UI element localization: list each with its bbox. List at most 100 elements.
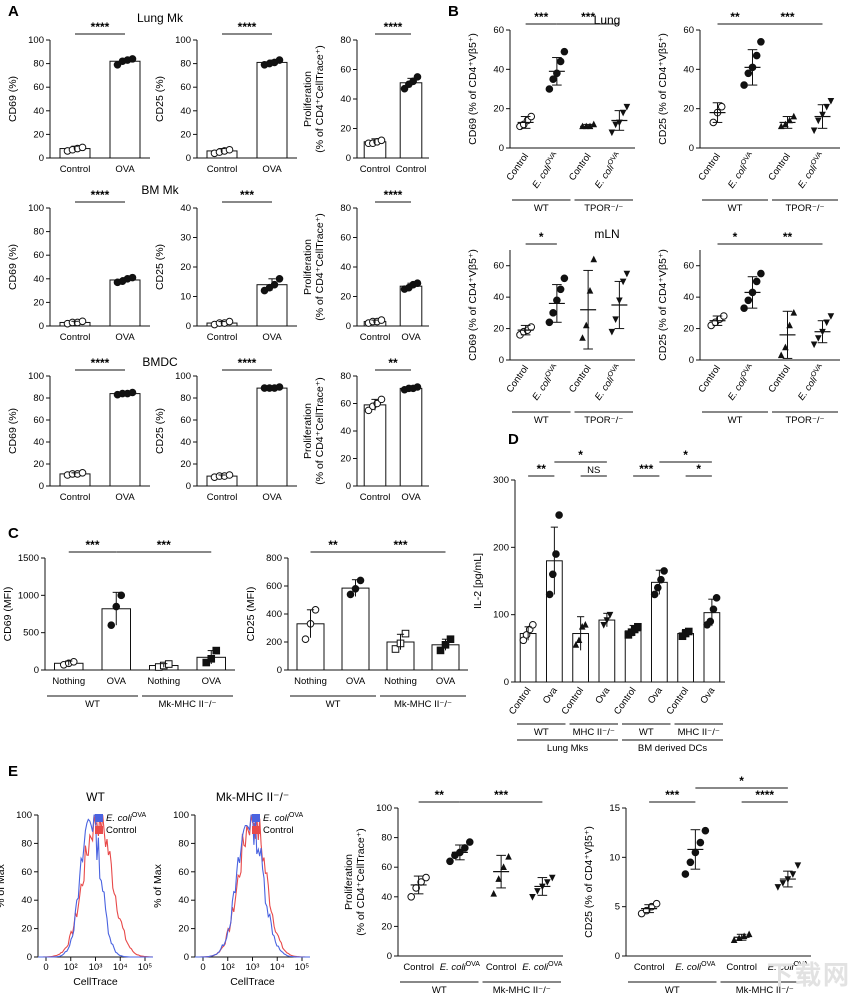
chart-a4: 0 20 40 60 80 100 CD69 (%) Control OVA **** <box>7 188 150 343</box>
data-point <box>128 388 137 397</box>
tick-label-italic: E. coli <box>768 962 795 973</box>
data-point <box>275 383 284 391</box>
data-point <box>556 285 565 294</box>
tick-label-sup: OVA <box>740 151 754 167</box>
sig-label: *** <box>240 188 254 202</box>
legend-swatch <box>95 814 103 822</box>
group-label: TPOR⁻/⁻ <box>785 203 824 214</box>
y-axis-label: CD69 (%) <box>7 408 19 454</box>
y-tick-label: 0 <box>346 481 351 492</box>
chart-c1: 0 500 1000 1500 CD69 (MFI) Nothing OVA Nothing O… <box>2 538 235 710</box>
y-axis-label: CD69 (% of CD4⁺Vβ5⁺) <box>467 249 479 361</box>
x-tick-label: Nothing <box>147 676 180 687</box>
y-axis-label-line: Proliferation <box>302 403 314 459</box>
tick-label-italic: E. coli <box>530 162 554 190</box>
x-tick-label: Ova <box>646 685 665 706</box>
data-point <box>128 55 137 63</box>
data-point <box>556 57 565 66</box>
data-point <box>652 899 661 908</box>
y-axis-label-line: CD25 (% of CD4⁺Vβ5⁺) <box>583 826 595 938</box>
x-tick-label: Control <box>360 164 391 175</box>
x-tick-label: OVA <box>262 164 282 175</box>
y-tick-label: 20 <box>180 129 191 140</box>
y-axis-label-line: Proliferation <box>302 71 314 127</box>
y-axis-label: % of Max <box>152 863 164 908</box>
tick-label-italic: E. coli <box>263 813 290 824</box>
legend-label: E. coliOVA <box>106 812 146 824</box>
y-axis-label-line: (% of CD4⁺CellTrace⁺) <box>355 828 367 936</box>
data-point <box>657 575 665 584</box>
sig-label: *** <box>581 10 595 24</box>
y-tick-label: 0 <box>387 951 392 962</box>
y-tick-label: 100 <box>175 35 191 46</box>
y-tick-label: 20 <box>33 297 44 308</box>
tick-label-sup: OVA <box>289 812 304 819</box>
section-title-bmdc: BMDC <box>142 355 178 369</box>
y-tick-label: 20 <box>683 324 694 335</box>
y-tick-label: 60 <box>178 867 189 878</box>
x-tick-label: 10⁵ <box>138 962 153 973</box>
section-title-lung-mk: Lung Mk <box>137 11 184 25</box>
data-point <box>709 605 718 614</box>
data-point <box>608 328 616 336</box>
x-tick-label: 10⁵ <box>295 962 310 973</box>
x-tick-label: E. coliOVA <box>725 151 758 191</box>
data-point <box>461 844 469 852</box>
section-title-bm-mk: BM Mk <box>141 183 179 197</box>
sig-label: **** <box>91 20 110 34</box>
y-axis-label-line: Proliferation <box>302 239 314 295</box>
bar <box>399 387 423 487</box>
y-tick-label: 80 <box>340 203 351 214</box>
data-point <box>752 51 761 60</box>
data-point <box>377 395 386 404</box>
data-point <box>548 874 556 882</box>
chart-e2: 0 20 40 60 80 100 % of Max 0 10² 10³ 10⁴ 10⁵ CellTra… <box>152 790 310 988</box>
y-tick-label: 0 <box>186 321 191 332</box>
y-axis-label-line: CD69 (MFI) <box>2 587 14 642</box>
x-tick-label: Nothing <box>384 676 417 687</box>
x-tick-label: Control <box>207 332 238 343</box>
y-axis-label: Proliferation (% of CD4⁺CellTrace⁺) <box>343 828 367 936</box>
group-label: Mk-MHC II⁻/⁻ <box>158 699 216 710</box>
x-tick-label: E. coliOVA <box>592 363 625 403</box>
chart-a7: 0 20 40 60 80 100 CD69 (%) Control OVA **** <box>7 356 150 503</box>
data-point <box>744 296 753 305</box>
y-axis-label-line: CD69 (%) <box>7 408 19 454</box>
x-tick-label: Control <box>207 492 238 503</box>
y-axis-label-line: (% of CD4⁺CellTrace⁺) <box>314 213 326 321</box>
bar <box>677 633 694 683</box>
x-tick-label: Control <box>665 685 692 716</box>
data-point <box>717 102 726 111</box>
panel-label-c: C <box>8 525 19 542</box>
tick-label-sup: OVA <box>548 961 563 968</box>
data-point <box>555 511 563 519</box>
data-point <box>757 38 765 46</box>
y-axis-label: Proliferation (% of CD4⁺CellTrace⁺) <box>302 377 326 485</box>
data-point <box>527 323 536 331</box>
y-axis-label-line: CD69 (%) <box>7 76 19 122</box>
y-tick-label: 20 <box>340 454 351 465</box>
tick-label-italic: E. coli <box>522 962 549 973</box>
data-point <box>634 622 642 631</box>
y-tick-label: 20 <box>381 921 392 932</box>
y-tick-label: 10 <box>609 852 620 863</box>
data-point <box>346 590 355 599</box>
group-label: WT <box>639 727 654 738</box>
y-tick-label: 60 <box>683 261 694 272</box>
y-tick-label: 0 <box>186 481 191 492</box>
data-point <box>69 657 78 666</box>
data-point <box>545 318 554 327</box>
y-tick-label: 60 <box>21 867 32 878</box>
chart-e1: 0 20 40 60 80 100 % of Max 0 10² 10³ 10⁴ 10⁵ CellTra… <box>0 790 154 988</box>
data-point <box>827 313 835 320</box>
y-tick-label: 80 <box>180 393 191 404</box>
data-point <box>706 617 715 626</box>
y-tick-label: 40 <box>340 262 351 273</box>
data-point <box>500 863 507 870</box>
tick-label-italic: E. coli <box>593 162 617 190</box>
tick-label-italic: E. coli <box>530 374 554 402</box>
x-tick-label: E. coliOVA <box>795 363 828 403</box>
y-tick-label: 100 <box>16 810 32 821</box>
data-point <box>774 884 782 891</box>
y-tick-label: 100 <box>173 810 189 821</box>
